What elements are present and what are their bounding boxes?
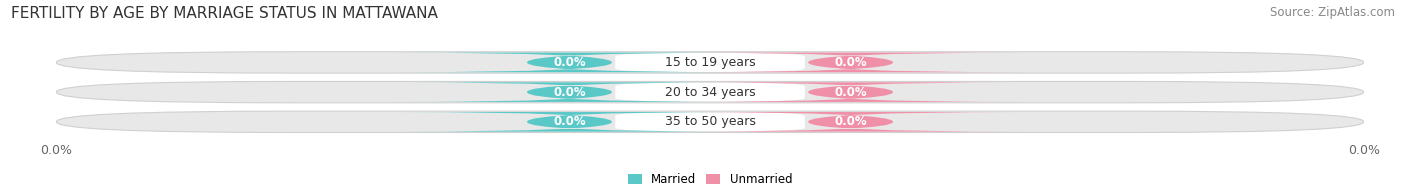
- FancyBboxPatch shape: [678, 53, 1024, 72]
- FancyBboxPatch shape: [678, 82, 1024, 102]
- Text: 0.0%: 0.0%: [834, 115, 868, 128]
- Text: 0.0%: 0.0%: [553, 86, 586, 99]
- Text: 0.0%: 0.0%: [553, 56, 586, 69]
- Text: 20 to 34 years: 20 to 34 years: [665, 86, 755, 99]
- Text: 0.0%: 0.0%: [553, 115, 586, 128]
- FancyBboxPatch shape: [396, 82, 742, 102]
- FancyBboxPatch shape: [616, 53, 804, 72]
- Text: Source: ZipAtlas.com: Source: ZipAtlas.com: [1270, 6, 1395, 19]
- Text: FERTILITY BY AGE BY MARRIAGE STATUS IN MATTAWANA: FERTILITY BY AGE BY MARRIAGE STATUS IN M…: [11, 6, 439, 21]
- Text: 0.0%: 0.0%: [834, 86, 868, 99]
- Text: 15 to 19 years: 15 to 19 years: [665, 56, 755, 69]
- FancyBboxPatch shape: [678, 112, 1024, 132]
- FancyBboxPatch shape: [56, 81, 1364, 103]
- Text: 0.0%: 0.0%: [834, 56, 868, 69]
- FancyBboxPatch shape: [56, 52, 1364, 73]
- FancyBboxPatch shape: [616, 83, 804, 102]
- FancyBboxPatch shape: [396, 53, 742, 72]
- FancyBboxPatch shape: [396, 112, 742, 132]
- Text: 35 to 50 years: 35 to 50 years: [665, 115, 755, 128]
- FancyBboxPatch shape: [616, 112, 804, 131]
- FancyBboxPatch shape: [56, 111, 1364, 132]
- Legend: Married, Unmarried: Married, Unmarried: [627, 173, 793, 186]
